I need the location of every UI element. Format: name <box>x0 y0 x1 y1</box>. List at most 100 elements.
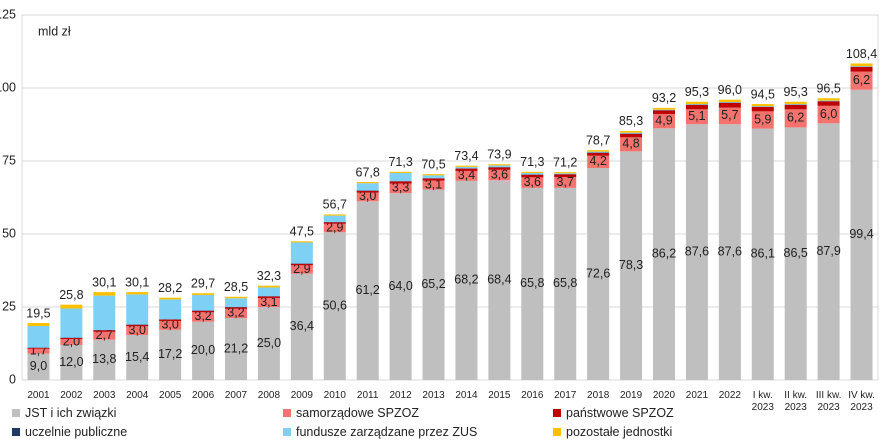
bar-segment <box>257 285 280 288</box>
bar-segment <box>554 173 577 175</box>
unit-annotation: mld zł <box>38 24 71 38</box>
data-label: 65,8 <box>553 276 577 290</box>
y-tick-label: 50 <box>2 226 16 240</box>
bar-segment <box>356 192 379 202</box>
total-label: 94,5 <box>751 87 775 101</box>
bar-segment <box>93 330 116 332</box>
x-tick-label: 2018 <box>587 390 610 401</box>
bar-segment <box>93 331 116 340</box>
data-label: 99,4 <box>849 227 873 241</box>
legend-swatch <box>12 409 20 417</box>
data-label: 86,5 <box>784 246 808 260</box>
bar-segment <box>356 182 379 184</box>
y-tick-label: 75 <box>2 153 16 167</box>
bar-segment <box>455 165 478 167</box>
data-label: 4,2 <box>589 154 606 168</box>
bar-segment <box>159 299 182 320</box>
data-label: 3,1 <box>425 177 442 191</box>
x-tick-label: 2007 <box>224 390 248 401</box>
bar-segment <box>751 104 774 107</box>
data-label: 3,4 <box>458 168 475 182</box>
bar-segment <box>422 175 445 179</box>
x-tick-label: 2011 <box>356 390 379 401</box>
total-label: 108,4 <box>846 47 877 61</box>
data-label: 64,0 <box>388 279 412 293</box>
data-label: 3,0 <box>129 323 146 337</box>
data-label: 5,1 <box>688 109 705 123</box>
bar-segment <box>455 170 478 181</box>
bar-segment <box>488 169 511 181</box>
data-label: 87,9 <box>816 244 840 258</box>
bar-segment <box>422 178 445 181</box>
legend-item: państwowe SPZOZ <box>553 406 674 420</box>
bar-segment <box>126 294 149 325</box>
bar-segment <box>290 242 313 264</box>
bar-segment <box>554 172 577 174</box>
data-label: 86,2 <box>652 246 676 260</box>
x-tick-label: 2009 <box>290 390 313 401</box>
bar-segment <box>27 323 50 326</box>
data-label: 65,2 <box>421 277 445 291</box>
bar-segment <box>850 71 873 90</box>
total-label: 19,5 <box>26 306 50 320</box>
bar-segment <box>225 298 247 307</box>
bar-segment <box>126 335 149 380</box>
bar-segment <box>850 89 873 380</box>
bar-segment <box>257 287 280 297</box>
legend-swatch <box>553 409 561 417</box>
bar-segment <box>685 104 708 110</box>
bar-segment <box>192 312 215 322</box>
legend-swatch <box>553 428 561 436</box>
data-label: 68,2 <box>454 273 478 287</box>
bar-segment <box>389 183 412 194</box>
bar-segment <box>389 172 412 182</box>
total-label: 30,1 <box>125 275 149 289</box>
data-label: 4,9 <box>655 113 672 127</box>
data-label: 25,0 <box>257 336 281 350</box>
bar-segment <box>27 325 50 348</box>
bar-segment <box>323 232 346 380</box>
total-label: 78,7 <box>586 133 610 147</box>
x-tick-label: 2020 <box>652 390 676 401</box>
bar-segment <box>323 214 346 216</box>
bar-segment <box>356 183 379 191</box>
data-label: 87,6 <box>718 244 742 258</box>
bar-segment <box>60 304 83 309</box>
bar-segment <box>850 66 873 67</box>
y-tick-label: 100 <box>0 80 16 94</box>
bar-segment <box>422 180 445 190</box>
x-tick-label: 2022 <box>718 390 741 401</box>
bar-segment <box>784 127 807 380</box>
data-label: 12,0 <box>59 355 83 369</box>
bar-segment <box>718 99 741 103</box>
bar-segment <box>159 319 182 322</box>
total-label: 71,2 <box>553 155 577 169</box>
bar-segment <box>389 193 412 380</box>
bar-segment <box>455 180 478 380</box>
total-label: 93,2 <box>652 91 676 105</box>
bar-segment <box>718 102 741 108</box>
legend-item: JST i ich związki <box>12 406 116 420</box>
bar-segment <box>159 297 182 300</box>
data-label: 3,2 <box>194 309 211 323</box>
x-tick-label: 2002 <box>60 390 83 401</box>
bar-segment <box>192 293 215 296</box>
bar-segment <box>422 189 445 380</box>
total-label: 28,5 <box>224 280 248 294</box>
legend-item: pozostałe jednostki <box>553 425 672 439</box>
x-tick-label: 2014 <box>455 390 478 401</box>
x-tick-label: 2005 <box>159 390 182 401</box>
bar-segment <box>159 329 182 380</box>
bar-segment <box>356 190 379 193</box>
x-tick-label: 2013 <box>422 390 445 401</box>
data-label: 50,6 <box>323 298 347 312</box>
data-label: 20,0 <box>191 343 215 357</box>
total-label: 71,3 <box>520 155 544 169</box>
bar-segment <box>455 168 478 171</box>
bar-segment <box>257 296 280 298</box>
bar-segment <box>93 292 116 296</box>
data-label: 36,4 <box>290 319 314 333</box>
data-label: 9,0 <box>30 359 47 373</box>
x-tick-label: 2003 <box>93 390 116 401</box>
